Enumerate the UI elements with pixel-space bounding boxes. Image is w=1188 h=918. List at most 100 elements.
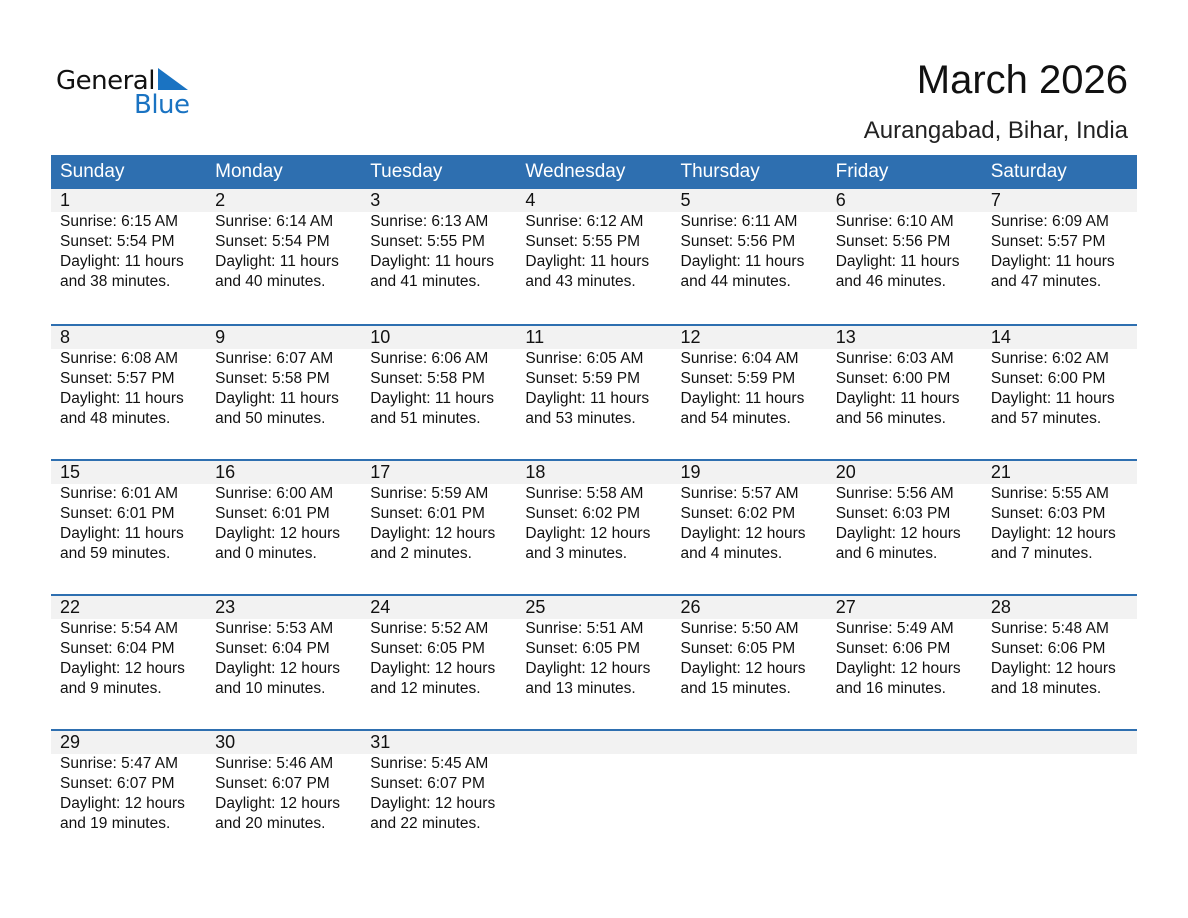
day-cell: 15 Sunrise: 6:01 AM Sunset: 6:01 PM Dayligh…	[51, 461, 206, 564]
daylight-minutes-text: and 10 minutes.	[215, 680, 326, 697]
day-number: 25	[525, 597, 546, 617]
daylight-minutes-text: and 57 minutes.	[990, 410, 1102, 427]
day-number: 12	[680, 327, 701, 347]
sunrise-text: Sunrise: 5:57 AM	[680, 485, 799, 502]
day-cell: 28 Sunrise: 5:48 AM Sunset: 6:06 PM Dayligh…	[982, 596, 1137, 699]
day-cell: 12 Sunrise: 6:04 AM Sunset: 5:59 PM Dayligh…	[672, 326, 827, 429]
sunrise-text: Sunrise: 5:49 AM	[835, 620, 954, 637]
daylight-text: Daylight: 11 hours	[525, 253, 650, 270]
sunset-text: Sunset: 6:05 PM	[680, 640, 796, 657]
daylight-minutes-text: and 9 minutes.	[60, 680, 162, 697]
sunset-text: Sunset: 5:58 PM	[215, 370, 330, 387]
daylight-minutes-text: and 20 minutes.	[215, 815, 326, 832]
day-cell: 9 Sunrise: 6:07 AM Sunset: 5:58 PM Daylight…	[206, 326, 361, 429]
sunset-text: Sunset: 5:56 PM	[835, 233, 951, 250]
daylight-text: Daylight: 12 hours	[370, 660, 496, 677]
sunrise-text: Sunrise: 5:58 AM	[525, 485, 644, 502]
daylight-minutes-text: and 51 minutes.	[370, 410, 481, 427]
day-number: 15	[60, 462, 81, 482]
day-number: 4	[525, 190, 536, 210]
sunrise-text: Sunrise: 6:03 AM	[835, 350, 954, 367]
sunset-text: Sunset: 5:55 PM	[525, 233, 640, 250]
day-cell: 24 Sunrise: 5:52 AM Sunset: 6:05 PM Dayligh…	[361, 596, 516, 699]
daylight-minutes-text: and 41 minutes.	[370, 273, 481, 290]
daylight-text: Daylight: 12 hours	[215, 525, 341, 542]
sunset-text: Sunset: 6:02 PM	[525, 505, 640, 522]
daylight-text: Daylight: 11 hours	[680, 390, 805, 407]
sunset-text: Sunset: 5:55 PM	[370, 233, 485, 250]
day-number: 24	[370, 597, 391, 617]
day-number: 8	[60, 327, 71, 347]
daylight-text: Daylight: 12 hours	[835, 660, 961, 677]
sunrise-text: Sunrise: 5:48 AM	[990, 620, 1109, 637]
sunrise-text: Sunrise: 5:45 AM	[370, 755, 489, 772]
day-cell: 16 Sunrise: 6:00 AM Sunset: 6:01 PM Dayligh…	[206, 461, 361, 564]
day-cell: 27 Sunrise: 5:49 AM Sunset: 6:06 PM Dayligh…	[827, 596, 982, 699]
day-cell: 20 Sunrise: 5:56 AM Sunset: 6:03 PM Dayligh…	[827, 461, 982, 564]
date-band	[51, 326, 1137, 349]
week-row: 1 Sunrise: 6:15 AM Sunset: 5:54 PM Daylight…	[51, 189, 1137, 324]
weekday-thursday: Thursday	[680, 161, 760, 182]
sunset-text: Sunset: 6:04 PM	[60, 640, 175, 657]
logo-text-general: General	[56, 66, 155, 96]
sunrise-text: Sunrise: 6:08 AM	[60, 350, 179, 367]
week-row: 8 Sunrise: 6:08 AM Sunset: 5:57 PM Daylight…	[51, 324, 1137, 459]
daylight-minutes-text: and 4 minutes.	[680, 545, 783, 562]
day-cell: 22 Sunrise: 5:54 AM Sunset: 6:04 PM Dayligh…	[51, 596, 206, 699]
daylight-text: Daylight: 11 hours	[835, 390, 960, 407]
daylight-minutes-text: and 13 minutes.	[525, 680, 636, 697]
day-number: 2	[215, 190, 226, 210]
day-cell: 26 Sunrise: 5:50 AM Sunset: 6:05 PM Dayligh…	[672, 596, 827, 699]
day-number: 14	[990, 327, 1011, 347]
day-number: 29	[60, 732, 81, 752]
sunrise-text: Sunrise: 5:51 AM	[525, 620, 644, 637]
day-number: 13	[835, 327, 856, 347]
daylight-minutes-text: and 44 minutes.	[680, 273, 791, 290]
daylight-text: Daylight: 12 hours	[835, 525, 961, 542]
daylight-minutes-text: and 59 minutes.	[60, 545, 171, 562]
daylight-minutes-text: and 0 minutes.	[215, 545, 317, 562]
date-band	[51, 596, 1137, 619]
sunrise-text: Sunrise: 5:54 AM	[60, 620, 179, 637]
daylight-minutes-text: and 56 minutes.	[835, 410, 946, 427]
day-number: 31	[370, 732, 391, 752]
day-cell: 8 Sunrise: 6:08 AM Sunset: 5:57 PM Daylight…	[51, 326, 206, 429]
daylight-text: Daylight: 11 hours	[680, 253, 805, 270]
daylight-minutes-text: and 15 minutes.	[680, 680, 791, 697]
sunset-text: Sunset: 5:54 PM	[60, 233, 175, 250]
daylight-text: Daylight: 11 hours	[990, 253, 1115, 270]
date-band	[51, 461, 1137, 484]
daylight-text: Daylight: 12 hours	[60, 660, 185, 677]
weekday-saturday: Saturday	[990, 161, 1067, 182]
sunrise-text: Sunrise: 6:07 AM	[215, 350, 334, 367]
sunrise-text: Sunrise: 6:01 AM	[60, 485, 179, 502]
weekday-friday: Friday	[835, 161, 889, 182]
day-cell: 7 Sunrise: 6:09 AM Sunset: 5:57 PM Daylight…	[982, 189, 1137, 292]
daylight-text: Daylight: 12 hours	[370, 795, 496, 812]
daylight-text: Daylight: 12 hours	[370, 525, 496, 542]
day-cell: 19 Sunrise: 5:57 AM Sunset: 6:02 PM Dayligh…	[672, 461, 827, 564]
sunrise-text: Sunrise: 6:10 AM	[835, 213, 954, 230]
location-subtitle: Aurangabad, Bihar, India	[863, 117, 1128, 144]
sunrise-text: Sunrise: 5:53 AM	[215, 620, 334, 637]
daylight-text: Daylight: 11 hours	[990, 390, 1115, 407]
sunset-text: Sunset: 6:04 PM	[215, 640, 330, 657]
daylight-text: Daylight: 11 hours	[60, 525, 184, 542]
day-number: 11	[525, 327, 545, 347]
day-cell: 13 Sunrise: 6:03 AM Sunset: 6:00 PM Dayligh…	[827, 326, 982, 429]
daylight-text: Daylight: 11 hours	[525, 390, 650, 407]
sunset-text: Sunset: 6:06 PM	[835, 640, 951, 657]
daylight-text: Daylight: 12 hours	[215, 795, 341, 812]
day-number: 5	[680, 190, 691, 210]
day-number: 17	[370, 462, 391, 482]
day-cell: 29 Sunrise: 5:47 AM Sunset: 6:07 PM Dayligh…	[51, 731, 206, 834]
day-cell: 18 Sunrise: 5:58 AM Sunset: 6:02 PM Dayligh…	[516, 461, 671, 564]
day-number: 10	[370, 327, 391, 347]
day-number: 21	[990, 462, 1011, 482]
day-number: 23	[215, 597, 236, 617]
daylight-minutes-text: and 47 minutes.	[990, 273, 1102, 290]
day-number: 9	[215, 327, 226, 347]
weekday-monday: Monday	[215, 161, 283, 182]
week-row: 15 Sunrise: 6:01 AM Sunset: 6:01 PM Dayligh…	[51, 459, 1137, 594]
week-row: 22 Sunrise: 5:54 AM Sunset: 6:04 PM Dayligh…	[51, 594, 1137, 729]
